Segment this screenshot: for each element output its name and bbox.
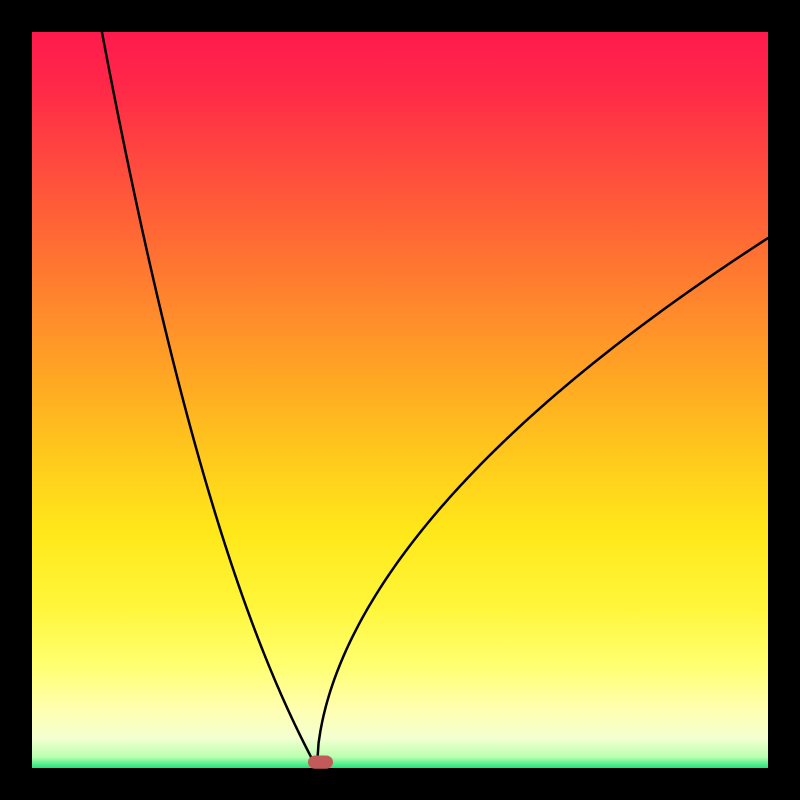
plot-area — [0, 0, 800, 800]
bottleneck-chart — [0, 0, 800, 800]
plot-background — [32, 32, 768, 768]
root: TheBottleneck.com — [0, 0, 800, 800]
optimal-marker — [308, 755, 333, 768]
